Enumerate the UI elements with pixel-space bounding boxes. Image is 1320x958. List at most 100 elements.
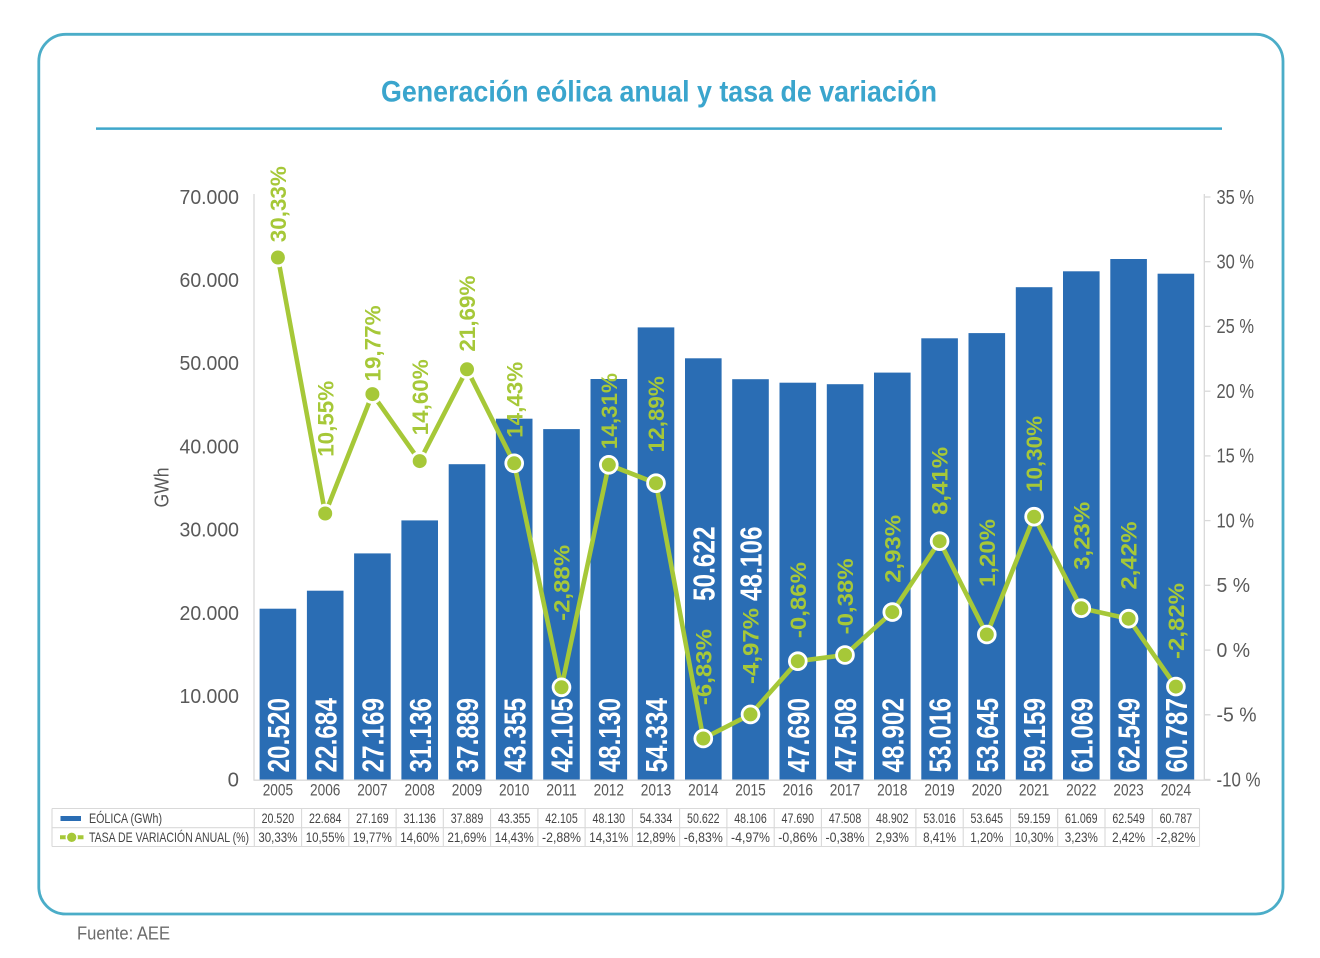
svg-text:54.334: 54.334 bbox=[639, 698, 674, 773]
svg-text:37.889: 37.889 bbox=[450, 698, 485, 773]
svg-text:10 %: 10 % bbox=[1217, 510, 1255, 532]
svg-text:-4,97%: -4,97% bbox=[731, 830, 770, 845]
svg-text:10,30%: 10,30% bbox=[1015, 830, 1054, 845]
svg-text:2008: 2008 bbox=[405, 782, 435, 800]
svg-text:50.622: 50.622 bbox=[687, 811, 720, 826]
svg-text:2014: 2014 bbox=[688, 782, 718, 800]
svg-text:19,77%: 19,77% bbox=[353, 830, 392, 845]
svg-text:60.787: 60.787 bbox=[1160, 811, 1193, 826]
svg-text:1,20%: 1,20% bbox=[975, 519, 1000, 587]
svg-text:48.130: 48.130 bbox=[593, 811, 626, 826]
svg-text:47.690: 47.690 bbox=[781, 698, 816, 773]
svg-text:30,33%: 30,33% bbox=[258, 830, 297, 845]
svg-text:12,89%: 12,89% bbox=[644, 376, 669, 452]
svg-text:-2,88%: -2,88% bbox=[542, 830, 581, 845]
svg-text:-6,83%: -6,83% bbox=[684, 830, 723, 845]
svg-text:48.902: 48.902 bbox=[876, 811, 909, 826]
svg-text:48.106: 48.106 bbox=[734, 527, 769, 602]
svg-text:12,89%: 12,89% bbox=[637, 830, 676, 845]
svg-text:0 %: 0 % bbox=[1217, 640, 1251, 662]
svg-text:2023: 2023 bbox=[1113, 782, 1143, 800]
svg-text:20.520: 20.520 bbox=[261, 698, 296, 773]
svg-text:61.069: 61.069 bbox=[1064, 698, 1099, 773]
svg-text:48.130: 48.130 bbox=[592, 698, 627, 773]
svg-text:2,42%: 2,42% bbox=[1112, 830, 1145, 845]
svg-text:2010: 2010 bbox=[499, 782, 529, 800]
svg-text:59.159: 59.159 bbox=[1017, 698, 1052, 773]
svg-text:59.159: 59.159 bbox=[1018, 811, 1051, 826]
svg-text:2007: 2007 bbox=[357, 782, 387, 800]
svg-text:2015: 2015 bbox=[735, 782, 765, 800]
svg-text:20.000: 20.000 bbox=[180, 603, 240, 625]
svg-text:8,41%: 8,41% bbox=[928, 447, 953, 515]
svg-text:2006: 2006 bbox=[310, 782, 340, 800]
svg-text:10,55%: 10,55% bbox=[313, 381, 338, 457]
svg-text:2005: 2005 bbox=[263, 782, 293, 800]
svg-text:-2,82%: -2,82% bbox=[1164, 583, 1189, 659]
svg-text:35 %: 35 % bbox=[1217, 187, 1255, 209]
svg-text:53.016: 53.016 bbox=[923, 811, 956, 826]
svg-text:48.106: 48.106 bbox=[734, 811, 767, 826]
svg-text:10,30%: 10,30% bbox=[1022, 416, 1047, 492]
svg-text:53.016: 53.016 bbox=[923, 698, 958, 773]
svg-text:2013: 2013 bbox=[641, 782, 671, 800]
svg-text:70.000: 70.000 bbox=[180, 187, 240, 209]
svg-text:2,93%: 2,93% bbox=[880, 515, 905, 583]
svg-text:2018: 2018 bbox=[877, 782, 907, 800]
svg-text:62.549: 62.549 bbox=[1112, 811, 1145, 826]
svg-text:2022: 2022 bbox=[1066, 782, 1096, 800]
svg-text:0: 0 bbox=[228, 769, 239, 791]
svg-text:-0,38%: -0,38% bbox=[826, 830, 865, 845]
svg-text:22.684: 22.684 bbox=[308, 698, 343, 773]
svg-text:27.169: 27.169 bbox=[355, 698, 390, 773]
svg-text:-4,97%: -4,97% bbox=[739, 608, 764, 684]
svg-text:-0,38%: -0,38% bbox=[833, 558, 858, 634]
svg-text:40.000: 40.000 bbox=[180, 436, 240, 458]
svg-text:14,60%: 14,60% bbox=[408, 359, 433, 435]
svg-text:2011: 2011 bbox=[546, 782, 576, 800]
svg-text:53.645: 53.645 bbox=[970, 698, 1005, 773]
svg-text:31.136: 31.136 bbox=[403, 698, 438, 773]
svg-text:2012: 2012 bbox=[594, 782, 624, 800]
svg-text:54.334: 54.334 bbox=[640, 811, 673, 826]
svg-text:-6,83%: -6,83% bbox=[691, 629, 716, 705]
svg-text:30,33%: 30,33% bbox=[266, 166, 291, 242]
svg-text:37.889: 37.889 bbox=[451, 811, 484, 826]
svg-text:53.645: 53.645 bbox=[971, 811, 1004, 826]
svg-text:60.000: 60.000 bbox=[180, 270, 240, 292]
svg-text:19,77%: 19,77% bbox=[360, 305, 385, 381]
svg-text:50.622: 50.622 bbox=[686, 527, 721, 602]
svg-text:47.508: 47.508 bbox=[829, 811, 862, 826]
svg-text:14,43%: 14,43% bbox=[495, 830, 534, 845]
svg-text:5 %: 5 % bbox=[1217, 575, 1251, 597]
svg-text:15 %: 15 % bbox=[1217, 446, 1255, 468]
svg-text:-2,88%: -2,88% bbox=[550, 545, 575, 621]
svg-text:2016: 2016 bbox=[783, 782, 813, 800]
svg-text:1,20%: 1,20% bbox=[970, 830, 1003, 845]
svg-text:42.105: 42.105 bbox=[545, 698, 580, 773]
svg-text:2,42%: 2,42% bbox=[1117, 522, 1142, 590]
svg-text:TASA DE VARIACIÓN ANUAL (%): TASA DE VARIACIÓN ANUAL (%) bbox=[89, 829, 249, 845]
svg-text:Fuente: AEE: Fuente: AEE bbox=[77, 923, 170, 944]
svg-text:-0,86%: -0,86% bbox=[786, 562, 811, 638]
svg-text:10.000: 10.000 bbox=[180, 686, 240, 708]
svg-text:21,69%: 21,69% bbox=[448, 830, 487, 845]
svg-text:43.355: 43.355 bbox=[497, 698, 532, 773]
svg-text:3,23%: 3,23% bbox=[1069, 502, 1094, 570]
svg-text:20 %: 20 % bbox=[1217, 381, 1255, 403]
svg-text:-2,82%: -2,82% bbox=[1156, 830, 1195, 845]
svg-text:22.684: 22.684 bbox=[309, 811, 342, 826]
svg-text:GWh: GWh bbox=[151, 468, 173, 508]
svg-text:8,41%: 8,41% bbox=[923, 830, 956, 845]
svg-text:2021: 2021 bbox=[1019, 782, 1049, 800]
svg-text:Generación eólica anual y tasa: Generación eólica anual y tasa de variac… bbox=[381, 76, 937, 109]
svg-text:31.136: 31.136 bbox=[403, 811, 436, 826]
svg-text:60.787: 60.787 bbox=[1159, 698, 1194, 773]
svg-text:2017: 2017 bbox=[830, 782, 860, 800]
svg-text:21,69%: 21,69% bbox=[455, 276, 480, 352]
svg-text:43.355: 43.355 bbox=[498, 811, 531, 826]
svg-text:14,43%: 14,43% bbox=[502, 362, 527, 438]
svg-text:47.690: 47.690 bbox=[782, 811, 815, 826]
svg-text:14,31%: 14,31% bbox=[597, 373, 622, 449]
svg-text:48.902: 48.902 bbox=[875, 698, 910, 773]
